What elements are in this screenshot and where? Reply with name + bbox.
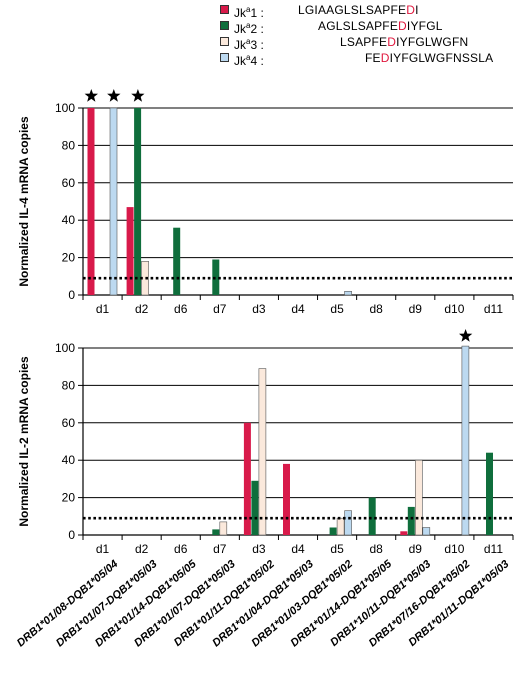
legend-swatch <box>220 21 229 30</box>
y-tick-label: 0 <box>68 288 75 302</box>
bar <box>87 108 95 295</box>
y-axis-label: Normalized IL-4 mRNA copies <box>17 116 31 287</box>
y-tick-label: 60 <box>62 416 76 430</box>
star-marker <box>84 89 98 102</box>
x-tick-label: d7 <box>213 542 227 556</box>
legend-label: Jka3 : <box>234 37 264 52</box>
x-tick-label: d8 <box>370 542 384 556</box>
x-tick-label: d5 <box>330 302 344 316</box>
bar <box>486 452 493 535</box>
x-tick-label: d2 <box>135 302 149 316</box>
legend-swatch <box>220 37 229 46</box>
legend-entry: Jka2 : AGLSLSAPFEDIYFGL <box>220 18 520 36</box>
bar <box>368 497 376 535</box>
bar <box>344 510 352 536</box>
legend-entry: Jka4 : FEDIYFGLWGFNSSLA <box>220 50 520 68</box>
legend-label: Jka1 : <box>234 5 264 20</box>
legend-label: Jka4 : <box>234 53 264 68</box>
bar <box>329 527 337 535</box>
legend-swatch <box>220 53 229 62</box>
x-tick-label: d4 <box>291 542 305 556</box>
y-tick-label: 80 <box>62 378 76 392</box>
bar <box>283 463 290 535</box>
y-tick-label: 40 <box>62 453 76 467</box>
legend-entry: Jka1 : LGIAAGLSLSAPFEDI <box>220 2 520 20</box>
bar <box>400 531 408 535</box>
bar <box>422 527 431 536</box>
y-tick-label: 100 <box>55 101 75 115</box>
bar <box>251 480 259 535</box>
x-tick-label: d10 <box>444 542 464 556</box>
x-tick-label: d7 <box>213 302 227 316</box>
x-tick-label: d9 <box>409 302 423 316</box>
bar <box>407 506 415 535</box>
bar <box>212 259 220 295</box>
bar <box>344 290 352 296</box>
bar <box>414 459 423 536</box>
x-tick-label: d3 <box>252 302 266 316</box>
x-tick-label: d1 <box>96 542 110 556</box>
x-tick-label: d9 <box>409 542 423 556</box>
bar <box>258 368 267 536</box>
y-tick-label: 20 <box>62 251 76 265</box>
y-tick-label: 40 <box>62 213 76 227</box>
x-tick-label: d2 <box>135 542 149 556</box>
legend-sequence: LSAPFEDIYFGLWGFN <box>340 35 469 49</box>
legend-sequence: FEDIYFGLWGFNSSLA <box>365 51 494 65</box>
bar <box>109 107 118 296</box>
x-tick-label: d5 <box>330 542 344 556</box>
x-tick-label: d1 <box>96 302 110 316</box>
y-axis-label: Normalized IL-2 mRNA copies <box>17 356 31 527</box>
legend-sequence: LGIAAGLSLSAPFEDI <box>298 3 419 17</box>
x-tick-label: d3 <box>252 542 266 556</box>
legend-label: Jka2 : <box>234 21 264 36</box>
y-tick-label: 100 <box>55 341 75 355</box>
legend-swatch <box>220 5 229 14</box>
bar <box>126 207 134 295</box>
legend-entry: Jka3 : LSAPFEDIYFGLWGFN <box>220 34 520 52</box>
x-tick-label: d6 <box>174 542 188 556</box>
bar <box>134 108 142 295</box>
bar <box>212 529 220 535</box>
x-tick-label: d6 <box>174 302 188 316</box>
legend-sequence: AGLSLSAPFEDIYFGL <box>318 19 443 33</box>
star-marker <box>459 329 473 342</box>
x-tick-label: d11 <box>484 302 503 316</box>
bar <box>336 517 345 536</box>
bar <box>173 227 181 295</box>
x-tick-label: d10 <box>444 302 464 316</box>
y-tick-label: 80 <box>62 138 76 152</box>
bar <box>243 422 251 535</box>
x-tick-label: d4 <box>291 302 305 316</box>
x-tick-label: d11 <box>484 542 503 556</box>
y-tick-label: 60 <box>62 176 76 190</box>
star-marker <box>107 89 121 102</box>
il4-chart: 0 20 40 60 80 100 Normalized IL-4 mRNA copies d… <box>17 89 514 316</box>
il2-chart: 0 20 40 60 80 100 Normalized IL-2 mRNA copies d… <box>15 329 514 649</box>
y-tick-label: 20 <box>62 491 76 505</box>
bar <box>461 345 470 536</box>
y-tick-label: 0 <box>68 528 75 542</box>
star-marker <box>131 89 145 102</box>
legend: Jka1 : LGIAAGLSLSAPFEDI Jka2 : AGLSLSAPFEDI… <box>220 2 520 68</box>
x-tick-label: d8 <box>370 302 384 316</box>
bar <box>219 521 228 536</box>
